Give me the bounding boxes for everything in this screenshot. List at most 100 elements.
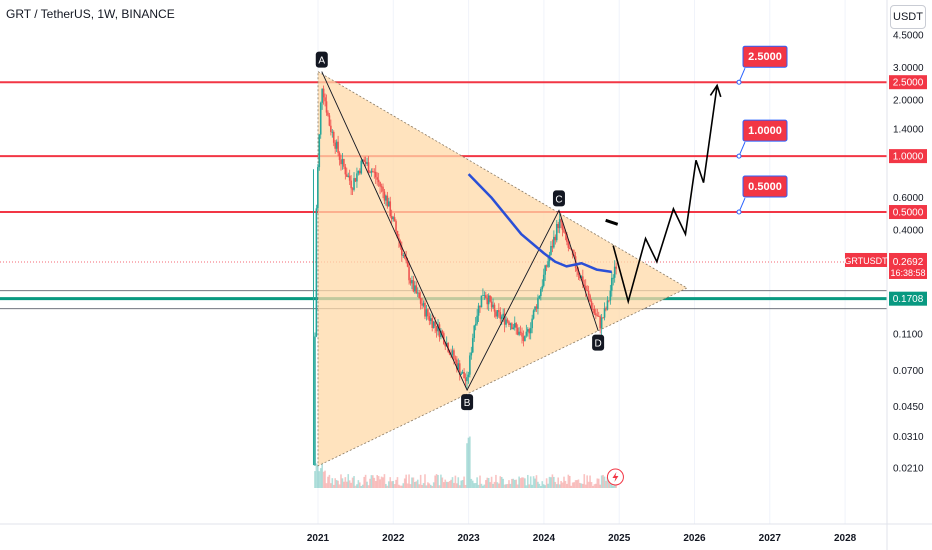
volume-bar: [503, 484, 506, 488]
volume-bar: [454, 475, 457, 488]
candle-body: [550, 245, 552, 255]
volume-bar: [383, 474, 386, 488]
volume-bar: [322, 471, 325, 488]
volume-bar: [526, 474, 529, 488]
candle-body: [335, 141, 338, 149]
volume-bar: [395, 479, 397, 488]
candle-body: [350, 180, 352, 189]
volume-bar: [418, 484, 420, 488]
volume-bar: [513, 479, 516, 488]
candle-body: [328, 115, 331, 126]
y-tick-label: 0.0210: [893, 463, 924, 474]
candle-body: [500, 316, 503, 319]
y-tick-label: 1.4000: [893, 124, 924, 135]
volume-bar: [315, 463, 318, 488]
candle-body: [605, 308, 607, 310]
volume-bar: [419, 474, 422, 488]
symbol-label: GRTUSDT: [844, 256, 888, 266]
volume-bar: [576, 480, 578, 488]
candle-body: [444, 343, 447, 347]
candle-body: [383, 191, 386, 201]
y-tick-label: 0.0450: [893, 402, 924, 413]
candle-body: [317, 167, 319, 209]
candle-body: [332, 131, 335, 143]
candle-body: [437, 324, 439, 332]
candle-body: [401, 246, 403, 256]
volume-bar: [393, 484, 396, 488]
candle-body: [327, 112, 329, 116]
callout-label: 0.5000: [748, 181, 782, 193]
candle-body: [529, 328, 532, 334]
candle-body: [359, 170, 361, 174]
candle-body: [506, 319, 509, 322]
y-tick-label: 2.0000: [893, 96, 924, 107]
volume-bar: [424, 474, 426, 488]
volume-bar: [401, 485, 403, 488]
price-tag-red: [889, 75, 927, 90]
abcd-pattern-line: [321, 71, 599, 392]
volume-bar: [595, 483, 597, 488]
volume-bar: [540, 485, 542, 488]
candle-body: [340, 159, 342, 165]
candle-body: [493, 304, 496, 312]
volume-bar: [438, 485, 441, 488]
volume-bar: [432, 482, 435, 488]
volume-bar: [409, 484, 412, 488]
candle-body: [440, 330, 442, 338]
volume-bar: [319, 468, 322, 488]
candle-body: [331, 131, 334, 133]
candle-body: [492, 304, 494, 308]
volume-bar: [573, 482, 575, 488]
candle-body: [322, 88, 325, 98]
candle-body: [476, 315, 478, 324]
candle-body: [416, 292, 419, 294]
volume-bar: [566, 483, 568, 488]
candle-body: [390, 216, 393, 220]
volume-bar: [579, 482, 581, 488]
candle-body: [487, 295, 490, 305]
x-tick-label: 2028: [834, 533, 857, 544]
candle-body: [538, 296, 541, 299]
candle-body: [613, 266, 616, 278]
volume-bar: [548, 476, 551, 488]
volume-bar: [516, 484, 519, 488]
candle-body: [435, 325, 438, 332]
candle-body: [456, 359, 458, 370]
volume-bar: [463, 476, 465, 488]
volume-bar: [422, 483, 425, 488]
candle-body: [508, 321, 510, 325]
volume-bar: [479, 475, 481, 488]
candle-body: [372, 171, 374, 172]
candle-body: [414, 285, 416, 292]
candle-body: [374, 171, 377, 178]
candle-body: [461, 372, 464, 374]
volume-bar: [367, 485, 370, 488]
candle-body: [382, 186, 384, 192]
candle-body: [489, 295, 491, 302]
candle-body: [386, 195, 389, 207]
candle-body: [496, 310, 499, 317]
candle-body: [560, 219, 562, 223]
volume-bar: [386, 485, 389, 488]
currency-button[interactable]: USDT: [890, 5, 926, 29]
volume-bar: [437, 475, 439, 488]
candle-body: [566, 234, 568, 242]
point-label-box: [461, 394, 474, 411]
volume-bar: [377, 476, 380, 488]
x-tick-label: 2021: [307, 533, 330, 544]
volume-bar: [340, 474, 342, 488]
candle-body: [438, 324, 441, 338]
candle-body: [516, 327, 519, 335]
volume-bar: [493, 481, 496, 488]
candle-body: [509, 323, 512, 325]
volume-bar: [347, 474, 350, 488]
volume-bar: [414, 481, 416, 488]
volume-bar: [537, 481, 539, 488]
volume-bar: [570, 485, 573, 488]
volume-bar: [359, 482, 361, 488]
volume-bar: [521, 477, 523, 488]
candle-body: [511, 323, 513, 330]
volume-bar: [509, 483, 512, 488]
point-label-box: [552, 190, 565, 207]
